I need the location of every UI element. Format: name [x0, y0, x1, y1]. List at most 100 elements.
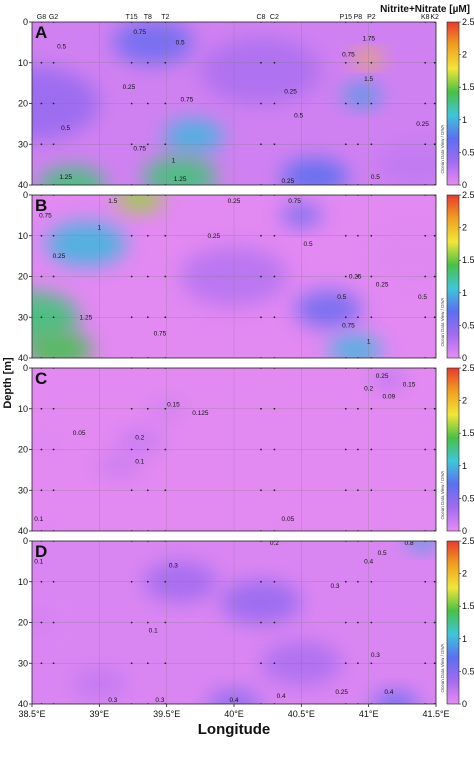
sample-point — [273, 621, 276, 624]
sample-point — [356, 61, 359, 64]
sample-point — [370, 407, 373, 410]
colorbar-tick-label: 1.5 — [462, 82, 474, 92]
station-label: C8 — [256, 14, 265, 21]
sample-point — [164, 448, 167, 451]
x-tick-label: 38.5°E — [18, 709, 45, 719]
colorbar-tick-label: 2.5 — [462, 536, 474, 546]
contour-label: 0.5 — [61, 125, 70, 132]
sample-point — [273, 448, 276, 451]
sample-point — [273, 489, 276, 492]
sample-point — [164, 489, 167, 492]
field-blob — [200, 37, 322, 105]
x-tick-label: 40.5°E — [288, 709, 315, 719]
field-blob — [32, 430, 66, 453]
colorbar-tick-label: 1 — [462, 461, 467, 471]
colorbar-tick-label: 0.5 — [462, 147, 474, 157]
contour-label: 0.25 — [376, 282, 389, 289]
contour-label: 1.75 — [362, 35, 375, 42]
station-label: K8 — [421, 14, 430, 21]
station-label: G8 — [37, 14, 46, 21]
contour-label: 1.25 — [80, 314, 93, 321]
panel-b: 1.5 0.75 0.25 1 0.25 0.75 0.5 0.25 1.25 0.75 0.5 0.… — [18, 190, 474, 363]
contour-label: 0.3 — [155, 697, 164, 704]
y-tick-label: 30 — [18, 312, 28, 322]
sample-point — [344, 448, 347, 451]
sample-point — [164, 275, 167, 278]
sample-point — [146, 580, 149, 583]
station-label: T8 — [144, 14, 152, 21]
sample-point — [433, 489, 436, 492]
y-tick-label: 20 — [18, 272, 28, 282]
sample-point — [52, 234, 55, 237]
sample-point — [356, 102, 359, 105]
contour-label: 0.5 — [337, 294, 346, 301]
sample-point — [260, 61, 262, 64]
contour-label: 0.25 — [228, 198, 241, 205]
y-tick-label: 30 — [18, 139, 28, 149]
y-tick-label: 40 — [18, 699, 28, 709]
contour-label: 0.75 — [39, 212, 52, 219]
contour-label: 1.5 — [108, 198, 117, 205]
sample-point — [146, 102, 149, 105]
sample-point — [433, 407, 436, 410]
sample-point — [344, 662, 347, 665]
contour-label: 0.75 — [342, 52, 355, 59]
y-tick-label: 10 — [18, 58, 28, 68]
sample-point — [260, 275, 262, 278]
sample-point — [273, 61, 276, 64]
contour-label: 0.3 — [371, 652, 380, 659]
x-axis: 38.5°E 39°E 39.5°E 40°E 40.5°E 41°E 41.5°E — [18, 704, 450, 719]
contour-label: 1 — [98, 225, 102, 232]
contour-label: 0.2 — [135, 434, 144, 441]
y-axis-label: Depth [m] — [2, 357, 14, 409]
sample-point — [424, 316, 427, 319]
section-panels: 0.5 0.75 0.5 0.25 0.75 0.25 0.5 0.5 0.75 1 1.25 1.2… — [18, 17, 474, 709]
field-blob — [372, 691, 420, 704]
sample-point — [52, 143, 55, 146]
field-blob — [116, 428, 164, 455]
colorbar-tick-label: 0 — [462, 526, 467, 536]
sample-point — [260, 448, 262, 451]
contour-label: 0.75 — [342, 322, 355, 329]
sample-point — [424, 662, 427, 665]
sample-point — [40, 621, 43, 624]
panel-a: 0.5 0.75 0.5 0.25 0.75 0.25 0.5 0.5 0.75 1 1.25 1.2… — [18, 17, 474, 190]
sample-point — [370, 275, 373, 278]
odv-credit: Ocean Data View / DIVA — [440, 125, 445, 174]
sample-point — [273, 662, 276, 665]
sample-point — [52, 662, 55, 665]
y-tick-label: 20 — [18, 445, 28, 455]
contour-label: 0.5 — [304, 241, 313, 248]
contour-label: 0.25 — [335, 689, 348, 696]
station-label: P2 — [367, 14, 376, 21]
sample-point — [433, 143, 436, 146]
sample-point — [40, 489, 43, 492]
contour-label: 0.4 — [364, 558, 373, 565]
sample-point — [146, 234, 149, 237]
contour-label: 0.25 — [207, 233, 220, 240]
sample-point — [356, 448, 359, 451]
sample-point — [356, 143, 359, 146]
sample-point — [433, 102, 436, 105]
sample-point — [424, 489, 427, 492]
contour-label: 0.1 — [135, 459, 144, 466]
y-tick-label: 30 — [18, 658, 28, 668]
field-blob — [143, 156, 218, 185]
field-blob — [372, 370, 406, 390]
contour-label: 0.1 — [149, 628, 158, 635]
sample-point — [146, 61, 149, 64]
contour-label: 0.75 — [133, 29, 146, 36]
sample-point — [130, 489, 133, 492]
sample-point — [433, 448, 436, 451]
contour-label: 0.5 — [371, 174, 380, 181]
y-tick-label: 10 — [18, 404, 28, 414]
sample-point — [52, 275, 55, 278]
station-label: T15 — [126, 14, 138, 21]
sample-point — [424, 234, 427, 237]
contour-label: 0.25 — [284, 88, 297, 95]
field-blob — [220, 579, 302, 625]
sample-point — [370, 234, 373, 237]
contour-label: 0.25 — [282, 178, 295, 185]
sample-point — [164, 407, 167, 410]
